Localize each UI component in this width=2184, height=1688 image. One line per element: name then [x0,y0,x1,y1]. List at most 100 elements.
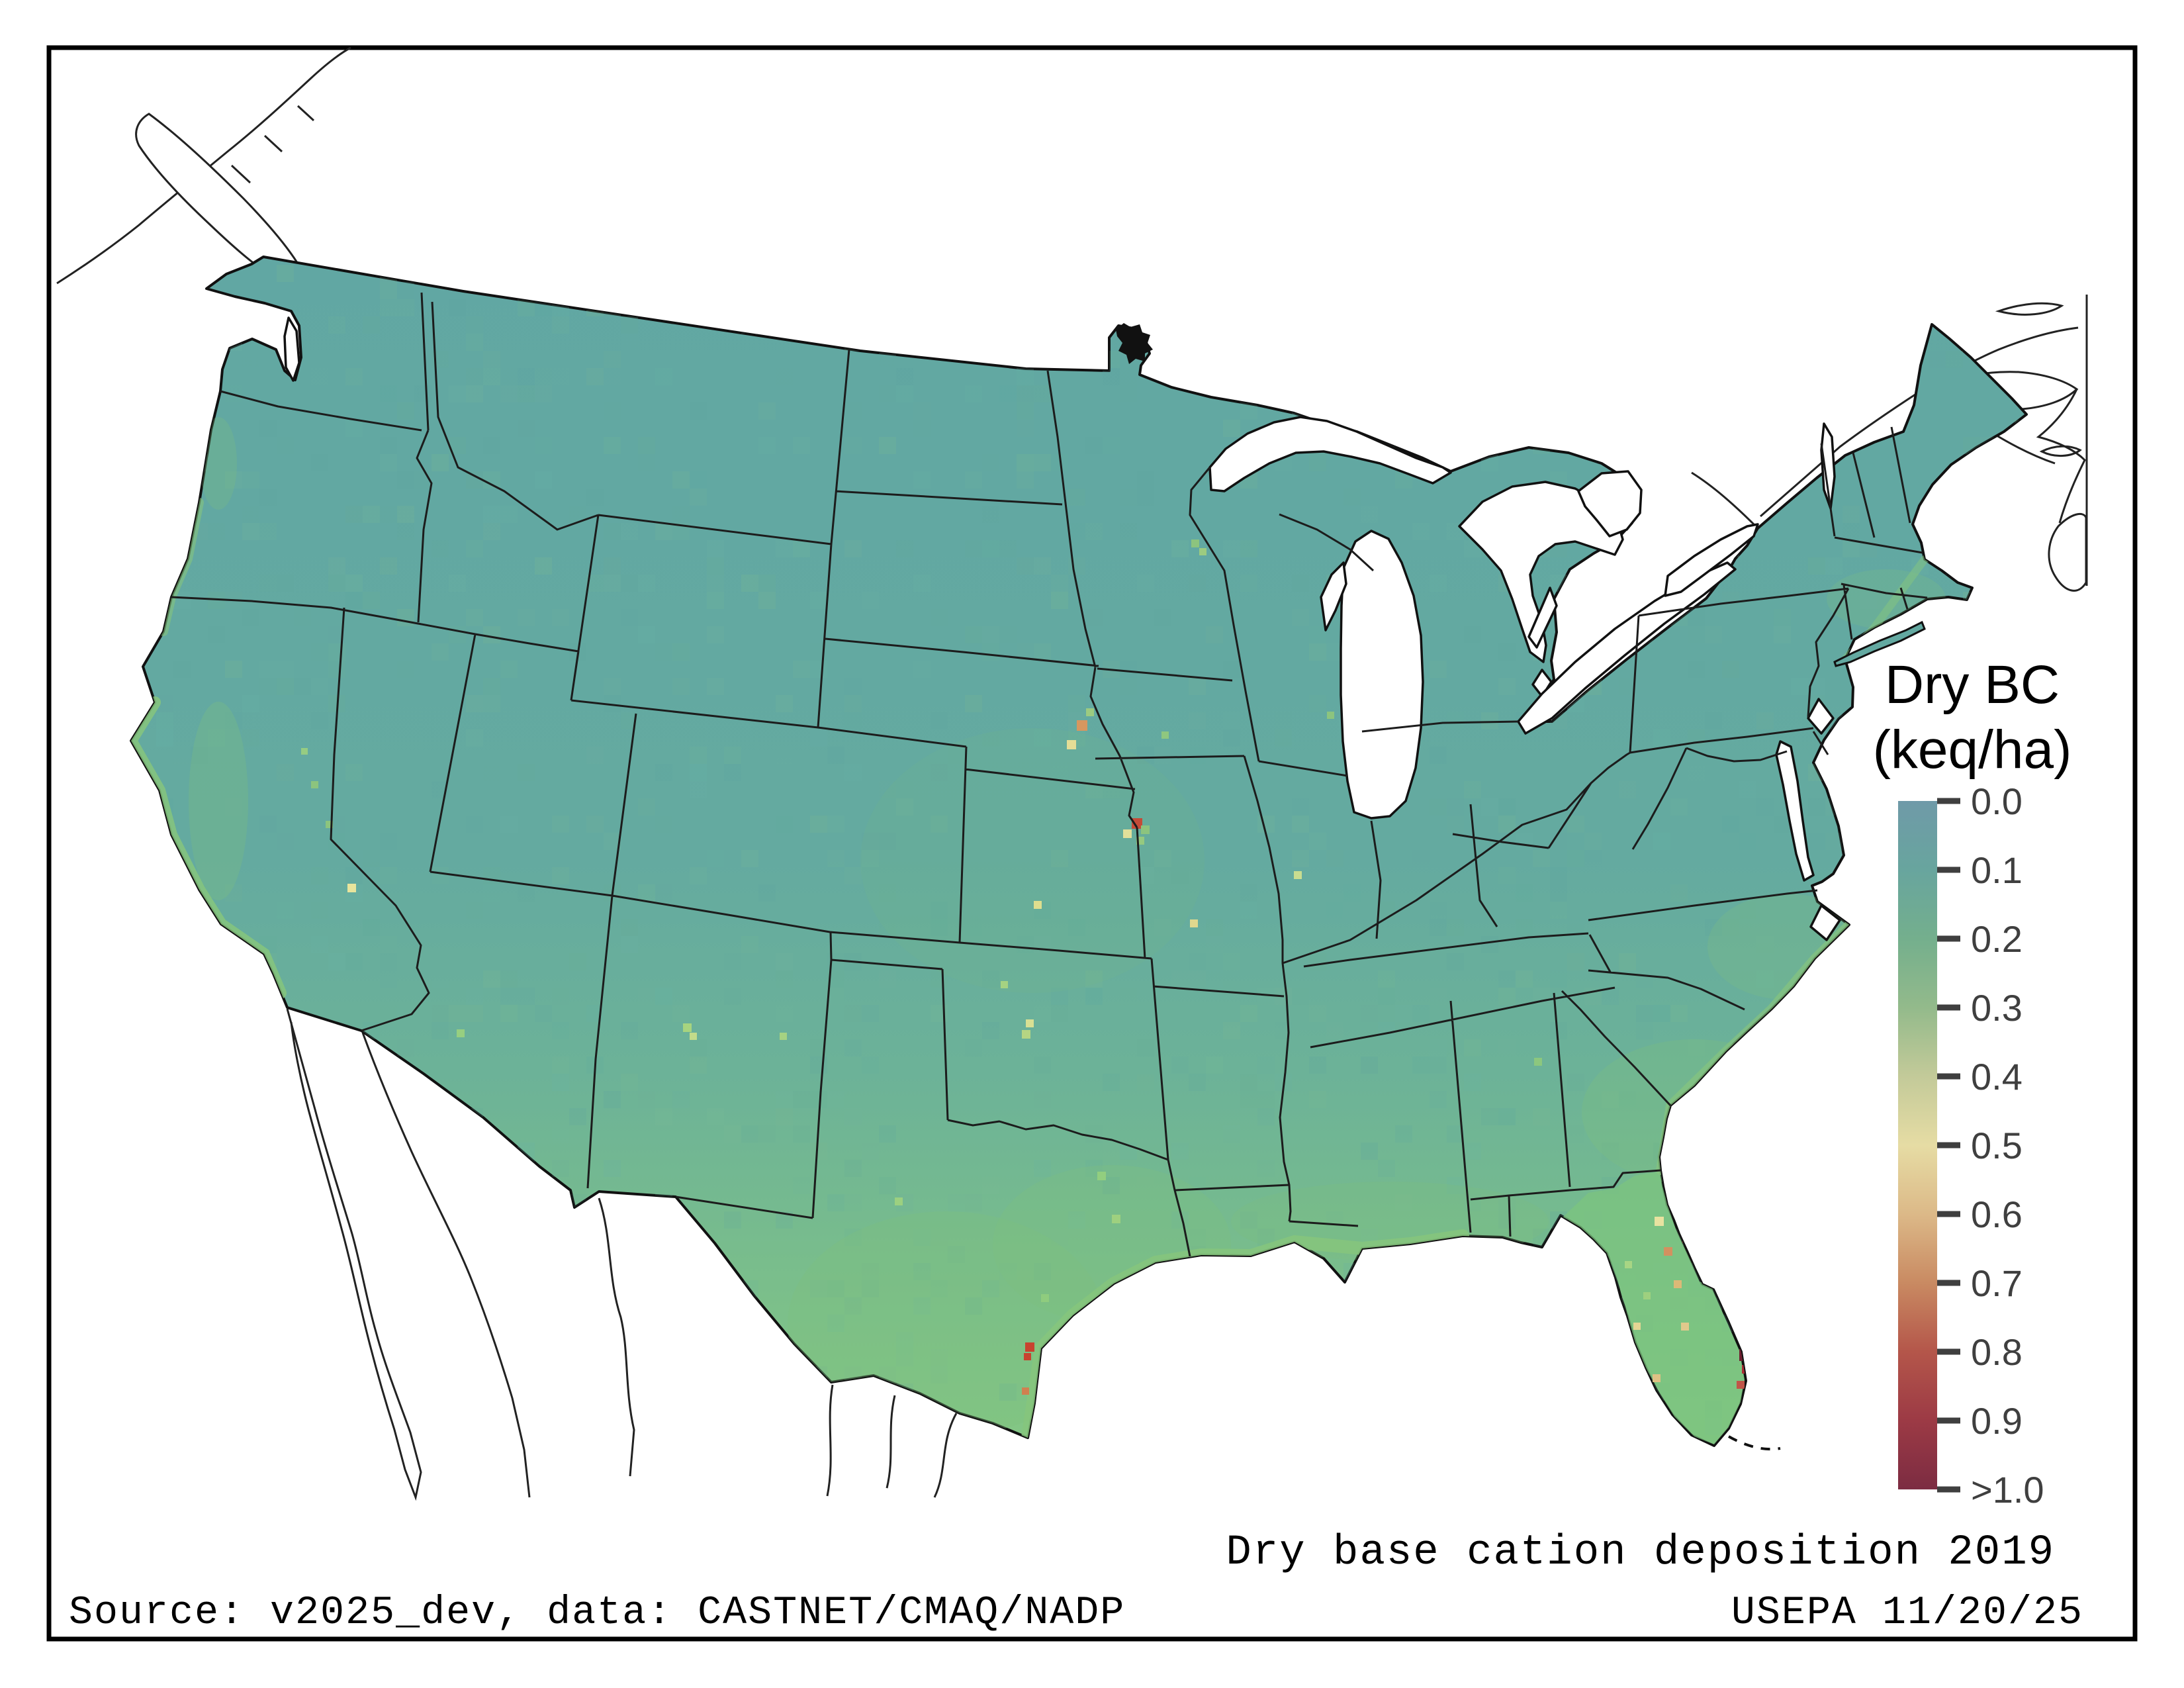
raster-cell [638,575,655,592]
raster-cell [1516,919,1533,936]
colorbar-tick-label: 0.8 [1971,1331,2023,1373]
map-caption-title: Dry base cation deposition 2019 [1226,1529,2055,1577]
raster-cell [758,437,776,454]
raster-cell [1430,575,1447,592]
raster-cell [466,316,483,334]
raster-cell [776,953,793,970]
raster-cell [690,471,707,489]
raster-cell [1223,729,1240,747]
raster-cell [1584,850,1602,867]
raster-cell [1275,781,1292,798]
raster-cell [311,678,328,695]
raster-cell [500,816,518,833]
raster-cell [690,764,707,781]
raster-cell [1120,523,1137,540]
raster-cell [1120,678,1137,695]
raster-cell [500,506,518,523]
colorbar-tick-label: 0.2 [1971,918,2023,960]
hotspot-cell [683,1023,692,1032]
raster-cell [1412,850,1430,867]
raster-cell [1292,575,1309,592]
hotspot-cell [1097,1172,1106,1180]
raster-cell [1756,798,1774,816]
raster-cell [242,523,259,540]
raster-cell [466,368,483,385]
raster-cell [173,747,191,764]
raster-cell [776,747,793,764]
raster-cell [1240,902,1257,919]
raster-cell [638,437,655,454]
raster-cell [1498,988,1516,1005]
raster-cell [1326,1022,1343,1039]
raster-cell [363,592,380,609]
raster-cell [879,385,896,402]
raster-cell [328,316,345,334]
raster-cell [999,540,1017,557]
raster-cell [1309,454,1326,471]
raster-cell [466,729,483,747]
raster-cell [913,420,931,437]
raster-cell [535,437,552,454]
hotspot-cell [1191,539,1199,547]
raster-cell [690,867,707,884]
raster-cell [1447,816,1464,833]
raster-cell [844,1108,862,1125]
raster-cell [690,402,707,420]
raster-cell [1498,816,1516,833]
raster-cell [1034,1160,1051,1177]
raster-cell [449,299,466,316]
raster-cell [1361,1005,1378,1022]
raster-cell [827,747,844,764]
raster-cell [328,557,345,575]
raster-cell [741,575,758,592]
raster-cell [1103,1074,1120,1091]
raster-cell [518,884,535,902]
raster-cell [1223,540,1240,557]
raster-cell [879,1125,896,1143]
raster-cell [793,1125,810,1143]
raster-cell [311,454,328,471]
raster-cell [793,1091,810,1108]
raster-cell [311,368,328,385]
colorbar-tick-label: 0.3 [1971,987,2023,1029]
raster-cell [776,540,793,557]
raster-cell [466,902,483,919]
raster-cell [965,540,982,557]
raster-cell [690,729,707,747]
raster-cell [1257,816,1275,833]
hotspot-cell [1161,731,1169,739]
raster-cell [1068,523,1085,540]
raster-cell [965,695,982,712]
raster-cell [535,368,552,385]
raster-cell [586,368,604,385]
raster-cell [1464,1039,1481,1056]
raster-cell [655,643,672,661]
raster-cell [1498,970,1516,988]
raster-cell [259,420,277,437]
raster-cell [1533,1108,1550,1125]
raster-cell [1567,1074,1584,1091]
raster-cell [311,643,328,661]
raster-cell [931,712,948,729]
raster-cell [466,334,483,351]
raster-cell [1017,368,1034,385]
colorbar-tick-label: 0.7 [1971,1262,2023,1304]
raster-cell [156,712,173,729]
raster-cell [1756,712,1774,729]
hotspot-cell [1024,1353,1031,1360]
raster-cell [397,282,414,299]
raster-cell [380,282,397,299]
raster-cell [518,299,535,316]
raster-cell [638,798,655,816]
raster-cell [1619,781,1636,798]
raster-cell [483,523,500,540]
raster-cell [1275,712,1292,729]
hotspot-cell [1190,919,1198,927]
raster-cell [432,643,449,661]
raster-cell [1309,747,1326,764]
raster-cell [1343,884,1361,902]
raster-cell [1430,919,1447,936]
raster-cell [518,764,535,781]
raster-cell [586,919,604,936]
raster-cell [345,592,363,609]
